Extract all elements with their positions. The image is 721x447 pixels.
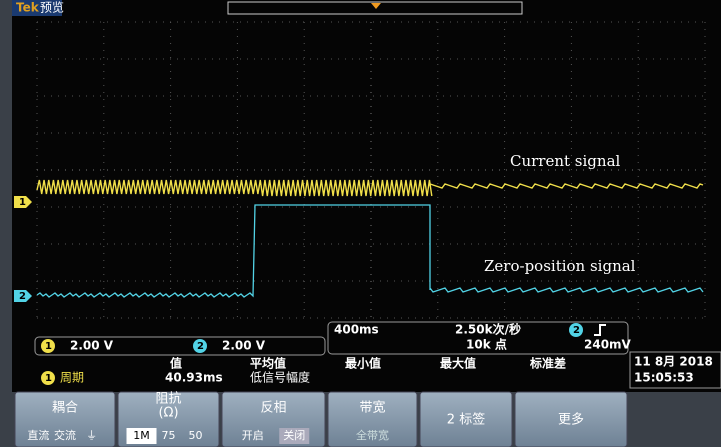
ch2-scale: 2.00 V (222, 339, 266, 353)
menu-option[interactable]: 全带宽 (356, 428, 389, 442)
sample-rate: 2.50k次/秒 (455, 322, 521, 337)
menu-option[interactable]: 关闭 (283, 428, 305, 442)
measurement-header: 平均值 (250, 356, 286, 371)
timebase-scale: 400ms (334, 323, 379, 337)
ch1-badge-label: 1 (45, 341, 52, 352)
measurement-header: 最小值 (345, 356, 381, 371)
menu-title: 2 标签 (447, 412, 485, 428)
menu-option[interactable]: 开启 (242, 429, 264, 442)
date: 11 8月 2018 (634, 355, 713, 369)
measurement-header: 最大值 (440, 356, 476, 371)
ch2-badge-label: 2 (197, 341, 204, 352)
annotation: Current signal (510, 152, 621, 170)
menu-option[interactable]: 75 (162, 429, 176, 442)
menu-option[interactable]: 直流 (27, 428, 49, 442)
measurement-header: 标准差 (529, 356, 566, 371)
trigger-level: 240mV (584, 338, 632, 352)
mode: 预览 (40, 0, 64, 15)
menu-option[interactable]: ⏚ (86, 429, 97, 442)
menu-title: 反相 (260, 401, 286, 416)
ch1-scale: 2.00 V (70, 339, 114, 353)
time: 15:05:53 (634, 371, 694, 385)
menu-title: 更多 (558, 412, 584, 428)
ch2-marker-label: 2 (19, 291, 26, 302)
scope-screen: Tek 预览 Current signal Zero-position sign… (0, 0, 721, 447)
measurement-extra: 低信号幅度 (250, 370, 310, 385)
menu-bar: 耦合直流交流 ⏚ 阻抗(Ω) 1M 75 50 反相开启 关闭 带宽全带宽 2 标签 更多 (15, 392, 627, 447)
menu-title: 耦合 (52, 401, 78, 416)
annotation: Zero-position signal (484, 257, 636, 275)
menu-title: 带宽 (359, 400, 385, 416)
source-label: 1 (45, 373, 52, 384)
menu-option[interactable]: 交流 (54, 428, 76, 442)
menu-option[interactable]: 50 (189, 429, 203, 442)
measurement-value: 40.93ms (165, 371, 223, 385)
menu-subtitle: (Ω) (158, 406, 178, 421)
ch1-marker-label: 1 (19, 197, 26, 208)
measurement-name: 周期 (60, 371, 84, 385)
brand: Tek (16, 1, 40, 15)
record-length: 10k 点 (466, 337, 507, 352)
measurement-header: 值 (170, 356, 182, 371)
menu-option[interactable]: 1M (133, 429, 150, 442)
trigger-source: 2 (573, 325, 580, 336)
menu-title: 阻抗 (155, 392, 181, 407)
